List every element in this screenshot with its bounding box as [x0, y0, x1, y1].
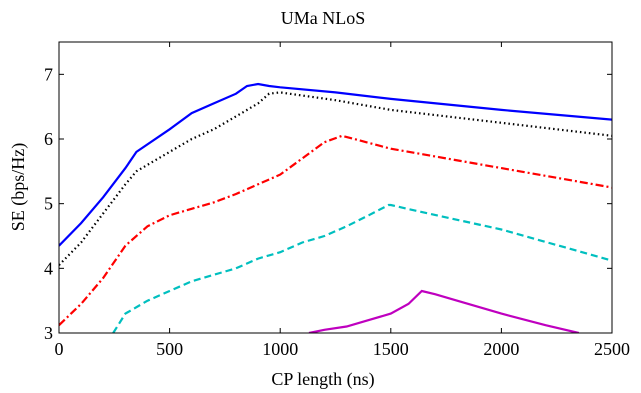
series-layer: [59, 82, 612, 333]
x-tick-label: 0: [55, 339, 64, 359]
x-tick-label: 2500: [594, 339, 630, 359]
axes-layer: 0 500 1000 1500 2000 2500 3 4 5 6 7: [44, 41, 630, 359]
y-tick-label: 5: [44, 194, 53, 214]
plot-frame: [58, 41, 613, 334]
series-line-3: [59, 134, 612, 326]
series-line-2: [59, 91, 612, 266]
chart-title: UMa NLoS: [281, 8, 366, 28]
y-tick-label: 6: [44, 129, 53, 149]
x-tick-label: 500: [156, 339, 183, 359]
y-tick-label: 7: [44, 64, 53, 84]
y-tick-label: 3: [44, 323, 53, 343]
x-tick-label: 1500: [373, 339, 409, 359]
y-axis-label: SE (bps/Hz): [8, 143, 29, 232]
series-line-1: [59, 82, 612, 247]
series-line-4: [112, 203, 612, 333]
x-tick-label: 2000: [483, 339, 519, 359]
y-tick-label: 4: [44, 258, 53, 278]
x-tick-label: 1000: [262, 339, 298, 359]
series-line-5: [308, 289, 580, 333]
x-axis-label: CP length (ns): [271, 369, 374, 390]
